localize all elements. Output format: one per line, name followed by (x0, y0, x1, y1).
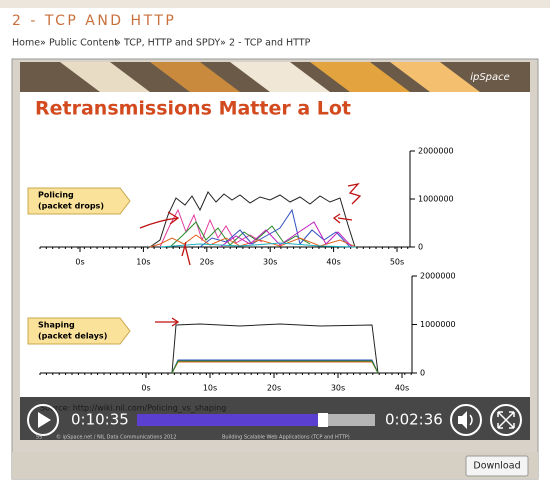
x-tick-label: 20s (267, 384, 281, 393)
charts: 0s 10s 20s 30s 40s 50s 2000000 1000000 0 Policing… (27, 147, 456, 393)
progress-knob[interactable] (318, 413, 328, 427)
bottom-bar (12, 452, 538, 479)
y-tick-label: 0 (420, 369, 425, 378)
crumb[interactable]: Public Content (49, 38, 118, 49)
chart-label-box (27, 317, 131, 345)
page-number: 55 (36, 435, 42, 441)
y-tick-label: 2000000 (418, 147, 454, 156)
x-tick-label: 0s (75, 258, 84, 267)
separator: » (220, 38, 226, 49)
course: Building Scalable Web Applications (TCP … (222, 435, 350, 441)
x-tick-label: 10s (203, 384, 217, 393)
play-button[interactable] (27, 404, 59, 436)
y-tick-label: 1000000 (420, 320, 456, 329)
separator: » (40, 38, 46, 49)
chart-label: (packet delays) (38, 332, 107, 341)
chart-label: Shaping (38, 321, 75, 330)
chart-lines (149, 191, 357, 248)
download-button[interactable] (465, 455, 529, 477)
chart-label-box (27, 187, 131, 215)
top-strip (0, 0, 550, 8)
volume-button[interactable] (450, 404, 482, 436)
logo: ipSpace (470, 72, 510, 83)
chart-label: Policing (38, 191, 74, 200)
y-tick-label: 0 (418, 243, 423, 252)
crumb[interactable]: Home (12, 38, 40, 49)
download-label[interactable]: Download (473, 461, 520, 472)
slide-footer: 55 © ipSpace.net / NIL Data Communicatio… (36, 434, 350, 441)
crumb[interactable]: TCP, HTTP and SPDY (123, 38, 220, 49)
elapsed-time: 0:10:35 (71, 411, 129, 429)
annotations (139, 182, 362, 327)
x-tick-label: 10s (136, 258, 150, 267)
page-title: 2 - TCP AND HTTP (12, 13, 176, 29)
x-tick-label: 50s (390, 258, 404, 267)
chart-label: (packet drops) (38, 202, 104, 211)
x-tick-label: 30s (263, 258, 277, 267)
crumb: 2 - TCP and HTTP (229, 38, 311, 49)
x-tick-label: 0s (141, 384, 150, 393)
x-tick-label: 40s (395, 384, 409, 393)
y-tick-label: 2000000 (420, 272, 456, 281)
x-tick-label: 20s (200, 258, 214, 267)
y-tick-label: 1000000 (418, 195, 454, 204)
copyright: © ipSpace.net / NIL Data Communications … (56, 434, 177, 441)
chart-lines (171, 323, 379, 374)
remaining-time: 0:02:36 (385, 411, 443, 429)
banner: ipSpace (20, 62, 530, 92)
separator: » (115, 38, 121, 49)
x-tick-label: 40s (326, 258, 340, 267)
breadcrumb: Home » Public Content » TCP, HTTP and SP… (12, 38, 311, 49)
slide-title: Retransmissions Matter a Lot (35, 98, 351, 120)
slide (20, 62, 530, 440)
fullscreen-button[interactable] (490, 404, 522, 436)
progress-fill (137, 414, 323, 426)
x-tick-label: 30s (331, 384, 345, 393)
